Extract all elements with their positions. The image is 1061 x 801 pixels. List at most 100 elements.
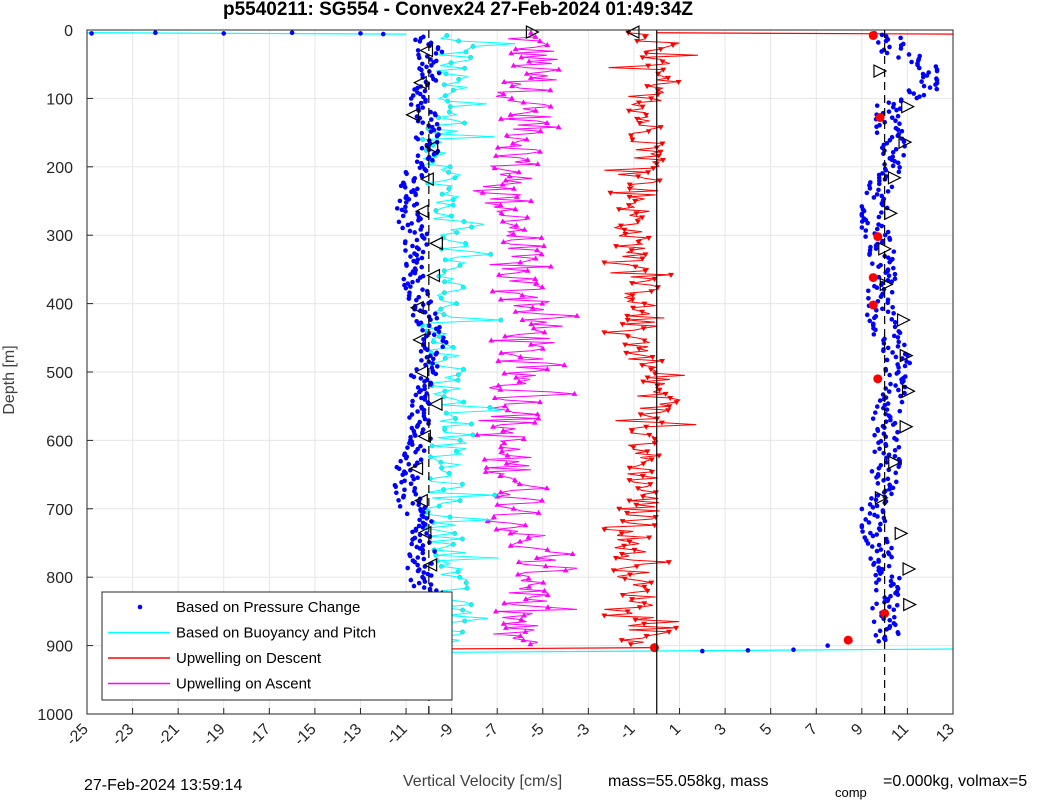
- y-tick-label: 400: [46, 297, 73, 314]
- pressure-change-point: [416, 246, 421, 252]
- pressure-change-point: [878, 294, 884, 300]
- pressure-change-point: [408, 96, 414, 101]
- upwelling-ascent-point: [537, 128, 544, 134]
- upwelling-ascent-point: [497, 202, 504, 208]
- buoyancy-pitch-point: [438, 295, 444, 301]
- pressure-change-highlight: [873, 374, 883, 384]
- upwelling-descent-point: [634, 486, 641, 492]
- y-tick-label: 300: [46, 228, 73, 245]
- upwelling-descent-point: [618, 551, 625, 557]
- pressure-change-point: [400, 472, 406, 478]
- pressure-change-point: [895, 127, 901, 133]
- upwelling-ascent-point: [524, 267, 531, 273]
- upwelling-descent-point: [601, 260, 608, 266]
- pressure-change-point: [415, 48, 421, 53]
- pressure-change-point: [914, 95, 920, 101]
- pressure-change-point: [886, 563, 892, 569]
- pressure-change-point: [418, 349, 424, 354]
- pressure-change-point: [909, 59, 914, 65]
- pressure-change-point: [406, 197, 412, 202]
- upwelling-ascent-point: [489, 288, 496, 294]
- upwelling-descent-point: [626, 498, 633, 504]
- upwelling-ascent-point: [555, 66, 562, 72]
- pressure-change-point: [409, 541, 414, 547]
- pressure-change-point: [410, 537, 415, 542]
- pressure-change-point: [415, 562, 420, 568]
- pressure-change-point: [860, 529, 865, 534]
- buoyancy-pitch-point: [468, 602, 474, 608]
- pressure-change-point: [901, 153, 906, 158]
- pressure-change-point: [921, 92, 927, 98]
- pressure-change-point: [419, 145, 425, 151]
- upwelling-descent-point: [656, 387, 663, 393]
- upwelling-ascent-point: [527, 341, 534, 347]
- pressure-change-highlight: [649, 643, 659, 653]
- pressure-change-point: [874, 130, 880, 136]
- upwelling-descent-point: [662, 391, 669, 397]
- x-tick-label: 13: [933, 721, 958, 746]
- pressure-change-point: [881, 341, 887, 346]
- upwelling-descent-point: [635, 174, 642, 180]
- upwelling-descent-point: [646, 432, 653, 438]
- upwelling-descent-point: [665, 408, 672, 414]
- pressure-change-point: [422, 505, 427, 511]
- upwelling-descent-point: [626, 186, 633, 192]
- upwelling-descent-point: [619, 322, 626, 328]
- pressure-change-point: [883, 168, 889, 173]
- upwelling-ascent-point: [517, 353, 524, 359]
- upwelling-ascent-point: [520, 637, 527, 643]
- upwelling-descent-bottom-line: [428, 647, 657, 650]
- pressure-change-point: [407, 228, 413, 234]
- upwelling-ascent-point: [540, 579, 547, 585]
- buoyancy-pitch-point: [446, 169, 452, 175]
- pressure-change-point: [415, 555, 421, 560]
- upwelling-ascent-point: [547, 263, 554, 269]
- upwelling-descent-point: [652, 515, 659, 521]
- upwelling-ascent-point: [501, 403, 508, 409]
- upwelling-descent-point: [647, 367, 654, 373]
- direction-marker: [412, 332, 427, 347]
- upwelling-descent-point: [665, 75, 672, 81]
- pressure-change-point: [403, 285, 409, 291]
- pressure-change-point: [410, 501, 416, 506]
- pressure-change-point: [885, 345, 891, 351]
- upwelling-descent-point: [628, 248, 635, 254]
- upwelling-descent-point: [630, 445, 637, 451]
- upwelling-ascent-point: [528, 321, 535, 327]
- footer-volmax-text: =0.000kg, volmax=5: [883, 773, 1027, 790]
- buoyancy-pitch-point: [450, 197, 456, 203]
- upwelling-ascent-point: [569, 550, 576, 556]
- pressure-change-point: [414, 159, 420, 165]
- upwelling-descent-point: [657, 149, 664, 155]
- direction-marker: [899, 348, 914, 363]
- buoyancy-pitch-point: [498, 317, 504, 323]
- upwelling-descent-point: [640, 379, 647, 385]
- buoyancy-pitch-point: [441, 312, 447, 317]
- pressure-change-point: [874, 548, 880, 554]
- pressure-change-point: [418, 100, 424, 106]
- buoyancy-pitch-point: [462, 65, 468, 71]
- pressure-change-point: [895, 592, 901, 598]
- upwelling-ascent-point: [491, 394, 498, 400]
- y-tick-label: 500: [46, 365, 73, 382]
- upwelling-ascent-point: [534, 411, 541, 417]
- pressure-change-point: [892, 271, 898, 277]
- pressure-change-point: [409, 442, 415, 447]
- pressure-change-point: [871, 195, 877, 200]
- buoyancy-pitch-point: [456, 76, 462, 82]
- pressure-change-point: [870, 533, 876, 539]
- upwelling-ascent-point: [528, 198, 535, 203]
- pressure-change-point: [403, 209, 408, 214]
- pressure-change-point: [876, 264, 881, 269]
- pressure-change-point: [423, 99, 428, 104]
- pressure-change-point: [422, 88, 428, 94]
- upwelling-ascent-point: [544, 366, 551, 372]
- pressure-change-point: [873, 327, 878, 333]
- pressure-change-point: [884, 459, 889, 465]
- buoyancy-pitch-point: [447, 164, 453, 170]
- upwelling-descent-point: [642, 252, 649, 258]
- upwelling-descent-point: [633, 502, 640, 508]
- upwelling-descent-point: [640, 326, 647, 332]
- pressure-change-point: [899, 128, 905, 134]
- pressure-change-point: [863, 228, 869, 233]
